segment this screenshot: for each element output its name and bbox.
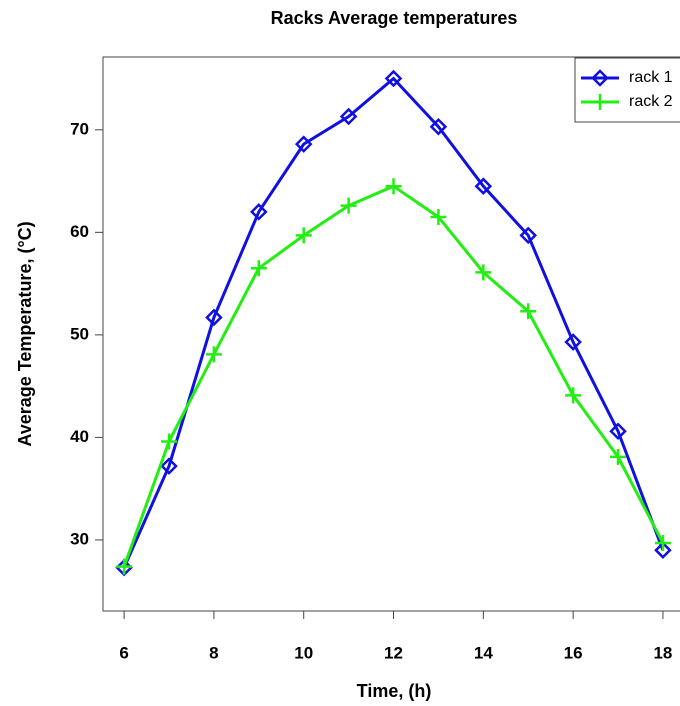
marker (610, 448, 627, 465)
marker (116, 558, 133, 575)
marker (384, 69, 403, 88)
marker (340, 197, 357, 214)
x-tick-label: 12 (384, 643, 403, 662)
marker (250, 260, 267, 277)
marker (565, 387, 582, 404)
series-line (122, 76, 665, 569)
marker (654, 541, 672, 559)
marker (429, 117, 448, 136)
marker (520, 303, 537, 320)
marker (474, 177, 493, 195)
x-tick-label: 16 (564, 643, 583, 662)
marker (385, 178, 402, 195)
y-tick-label: 70 (70, 119, 89, 138)
marker (115, 558, 133, 577)
y-tick-label: 30 (70, 529, 89, 548)
legend-marker (591, 69, 609, 87)
marker (654, 535, 671, 552)
marker (339, 107, 358, 126)
marker (609, 422, 627, 441)
x-tick-label: 10 (294, 643, 313, 662)
series-line (122, 184, 665, 568)
marker (430, 208, 447, 225)
marker (205, 346, 222, 363)
legend-box (574, 57, 680, 123)
y-tick-label: 60 (70, 222, 89, 241)
x-tick-label: 8 (209, 643, 218, 662)
chart-title: Racks Average temperatures (271, 8, 518, 28)
y-tick-label: 50 (70, 324, 89, 343)
plot-frame (102, 56, 680, 612)
x-axis-label: Time, (h) (357, 681, 432, 701)
legend-label: rack 1 (629, 69, 673, 86)
marker (295, 227, 312, 244)
marker (250, 203, 268, 221)
legend-marker (592, 94, 608, 110)
y-tick-label: 40 (70, 427, 89, 446)
marker (564, 333, 582, 351)
marker (161, 433, 178, 450)
legend-label: rack 2 (629, 93, 673, 110)
x-tick-label: 18 (653, 643, 672, 662)
marker (205, 308, 223, 327)
y-axis-label: Average Temperature, (°C) (15, 221, 35, 446)
marker (160, 457, 178, 475)
marker (294, 135, 313, 153)
marker (519, 226, 537, 245)
marker (475, 264, 492, 281)
x-tick-label: 14 (474, 643, 493, 662)
x-tick-label: 6 (119, 643, 128, 662)
